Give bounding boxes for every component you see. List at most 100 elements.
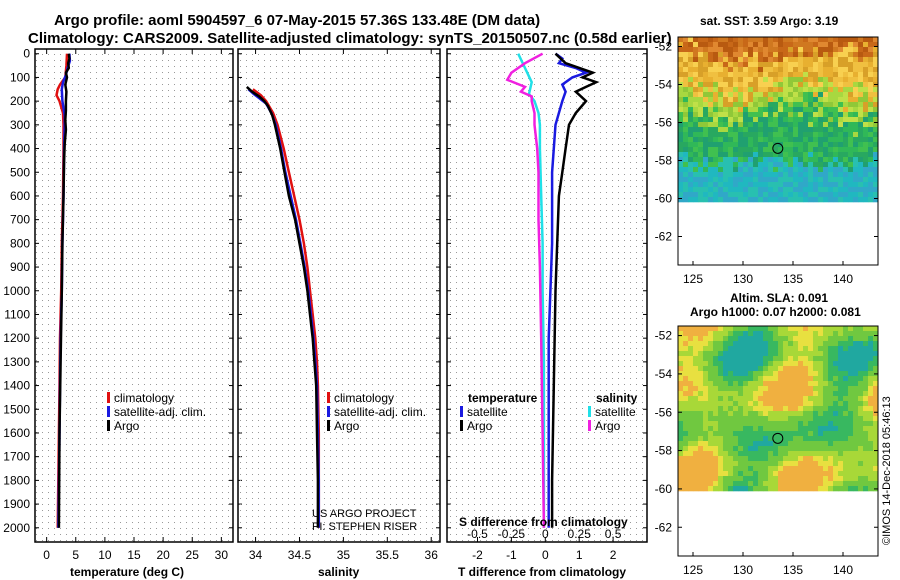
x-tick-label: 1 xyxy=(576,548,583,562)
depth-tick-label: 2000 xyxy=(3,521,30,535)
depth-tick-label: 400 xyxy=(10,142,30,156)
legend-label-s-satellite: satellite xyxy=(595,405,636,419)
depth-tick-label: 900 xyxy=(10,260,30,274)
lon-tick-label: 125 xyxy=(683,563,703,577)
project-credit: US ARGO PROJECT xyxy=(312,508,417,520)
depth-tick-label: 300 xyxy=(10,118,30,132)
salinity-x-axis: 34 34.5 35 35.5 36 xyxy=(249,49,438,562)
legend-label-climatology: climatology xyxy=(114,391,174,405)
sst-heatmap xyxy=(678,37,879,203)
salinity-panel: 34 34.5 35 35.5 36 salinity climatology sate… xyxy=(237,48,441,579)
series-line-s-satellite xyxy=(517,53,546,528)
series-line-t-satellite xyxy=(547,52,590,528)
depth-tick-label: 600 xyxy=(10,189,30,203)
s-tick-label: -0.25 xyxy=(498,527,526,541)
depth-axis: 0 100 200 300 400 500 600 700 800 900 1000 1100 1200… xyxy=(3,47,647,535)
x-tick-label: 34 xyxy=(249,548,263,562)
depth-tick-label: 0 xyxy=(23,47,30,61)
argo-position-marker xyxy=(772,142,784,154)
x-tick-label: 35 xyxy=(337,548,351,562)
s-tick-label: -0.5 xyxy=(467,527,488,541)
s-tick-label: 0 xyxy=(542,527,549,541)
temperature-legend: climatology satellite-adj. clim. Argo xyxy=(107,391,206,433)
legend-swatch-t-satellite xyxy=(460,406,463,417)
sla-map-axes: -52 -54 -56 -58 -60 -62 125 130 135 140 xyxy=(655,329,878,577)
x-tick-label: 34.5 xyxy=(288,548,312,562)
sla-heatmap xyxy=(678,326,879,492)
salinity-legend: climatology satellite-adj. clim. Argo xyxy=(327,391,426,433)
depth-tick-label: 1800 xyxy=(3,473,30,487)
x-tick-label: 15 xyxy=(127,548,141,562)
temperature-xlabel: temperature (deg C) xyxy=(70,565,184,579)
legend-label-satellite-adj: satellite-adj. clim. xyxy=(334,405,426,419)
legend-swatch-satellite-adj xyxy=(327,406,330,417)
sst-map-panel: sat. SST: 3.59 Argo: 3.19 -52 -54 -56 -58 -6… xyxy=(655,14,879,286)
x-tick-label: 2 xyxy=(610,548,617,562)
series-line-t-argo xyxy=(550,52,600,528)
depth-tick-label: 1200 xyxy=(3,331,30,345)
lat-tick-label: -60 xyxy=(655,482,673,496)
legend-swatch-argo xyxy=(327,420,330,431)
legend-title-temperature: temperature xyxy=(468,391,538,405)
lat-tick-label: -54 xyxy=(655,367,673,381)
x-tick-label: 35.5 xyxy=(376,548,400,562)
lat-tick-label: -58 xyxy=(655,444,673,458)
temperature-x-axis: 0 5 10 15 20 25 30 xyxy=(43,49,228,562)
temperature-panel: 0100200300400500600700800900100011001200… xyxy=(3,47,647,579)
depth-tick-label: 100 xyxy=(10,70,30,84)
depth-tick-label: 200 xyxy=(10,94,30,108)
lat-tick-label: -62 xyxy=(655,520,673,534)
x-tick-label: 25 xyxy=(186,548,200,562)
legend-label-t-argo: Argo xyxy=(467,419,493,433)
depth-tick-label: 1100 xyxy=(4,307,30,321)
x-tick-label: 5 xyxy=(72,548,79,562)
x-tick-label: 20 xyxy=(156,548,170,562)
legend-title-salinity: salinity xyxy=(596,391,638,405)
lon-tick-label: 135 xyxy=(783,563,803,577)
depth-tick-label: 1000 xyxy=(3,284,30,298)
depth-tick-label: 500 xyxy=(10,165,30,179)
imos-credit: ©IMOS 14-Dec-2018 05:46:13 xyxy=(881,396,893,545)
lon-tick-label: 130 xyxy=(733,272,753,286)
x-tick-label: 10 xyxy=(98,548,112,562)
depth-tick-label: 1900 xyxy=(3,497,30,511)
figure-title-line2: Climatology: CARS2009. Satellite-adjuste… xyxy=(28,30,672,47)
x-tick-label: 0 xyxy=(43,548,50,562)
lon-tick-label: 125 xyxy=(683,272,703,286)
x-tick-label: 30 xyxy=(215,548,229,562)
s-tick-label: 0.25 xyxy=(568,527,592,541)
series-line-argo xyxy=(57,53,71,528)
s-difference-x-axis: -0.5 -0.25 0 0.25 0.5 xyxy=(467,527,622,541)
x-tick-label: -1 xyxy=(506,548,517,562)
sst-map-axes: -52 -54 -56 -58 -60 -62 125 130 135 140 xyxy=(655,40,878,286)
legend-swatch-s-satellite xyxy=(588,406,591,417)
difference-panel: -2 -1 0 1 2 -0.5 -0.25 0 0.25 0.5 S difference f… xyxy=(446,48,648,579)
legend-swatch-s-argo xyxy=(588,420,591,431)
lon-tick-label: 130 xyxy=(733,563,753,577)
legend-swatch-satellite-adj xyxy=(107,406,110,417)
salinity-xlabel: salinity xyxy=(318,565,360,579)
sla-map-title: Altim. SLA: 0.091 xyxy=(730,291,828,305)
lon-tick-label: 140 xyxy=(833,563,853,577)
lon-tick-label: 135 xyxy=(783,272,803,286)
lat-tick-label: -52 xyxy=(655,329,673,343)
legend-label-satellite-adj: satellite-adj. clim. xyxy=(114,405,206,419)
series-line-argo xyxy=(245,85,320,528)
legend-swatch-climatology xyxy=(327,392,330,403)
depth-tick-label: 1600 xyxy=(3,426,30,440)
lat-tick-label: -54 xyxy=(655,78,673,92)
lat-tick-label: -58 xyxy=(655,154,673,168)
legend-label-argo: Argo xyxy=(114,419,140,433)
depth-tick-label: 800 xyxy=(10,236,30,250)
difference-legend: temperature satellite Argo salinity sate… xyxy=(460,391,638,433)
legend-swatch-climatology xyxy=(107,392,110,403)
lat-tick-label: -56 xyxy=(655,116,673,130)
lat-tick-label: -62 xyxy=(655,230,673,244)
lat-tick-label: -60 xyxy=(655,192,673,206)
legend-label-argo: Argo xyxy=(334,419,360,433)
x-tick-label: 36 xyxy=(425,548,439,562)
depth-tick-label: 700 xyxy=(10,213,30,227)
legend-label-climatology: climatology xyxy=(334,391,394,405)
t-difference-xlabel: T difference from climatology xyxy=(458,565,626,579)
